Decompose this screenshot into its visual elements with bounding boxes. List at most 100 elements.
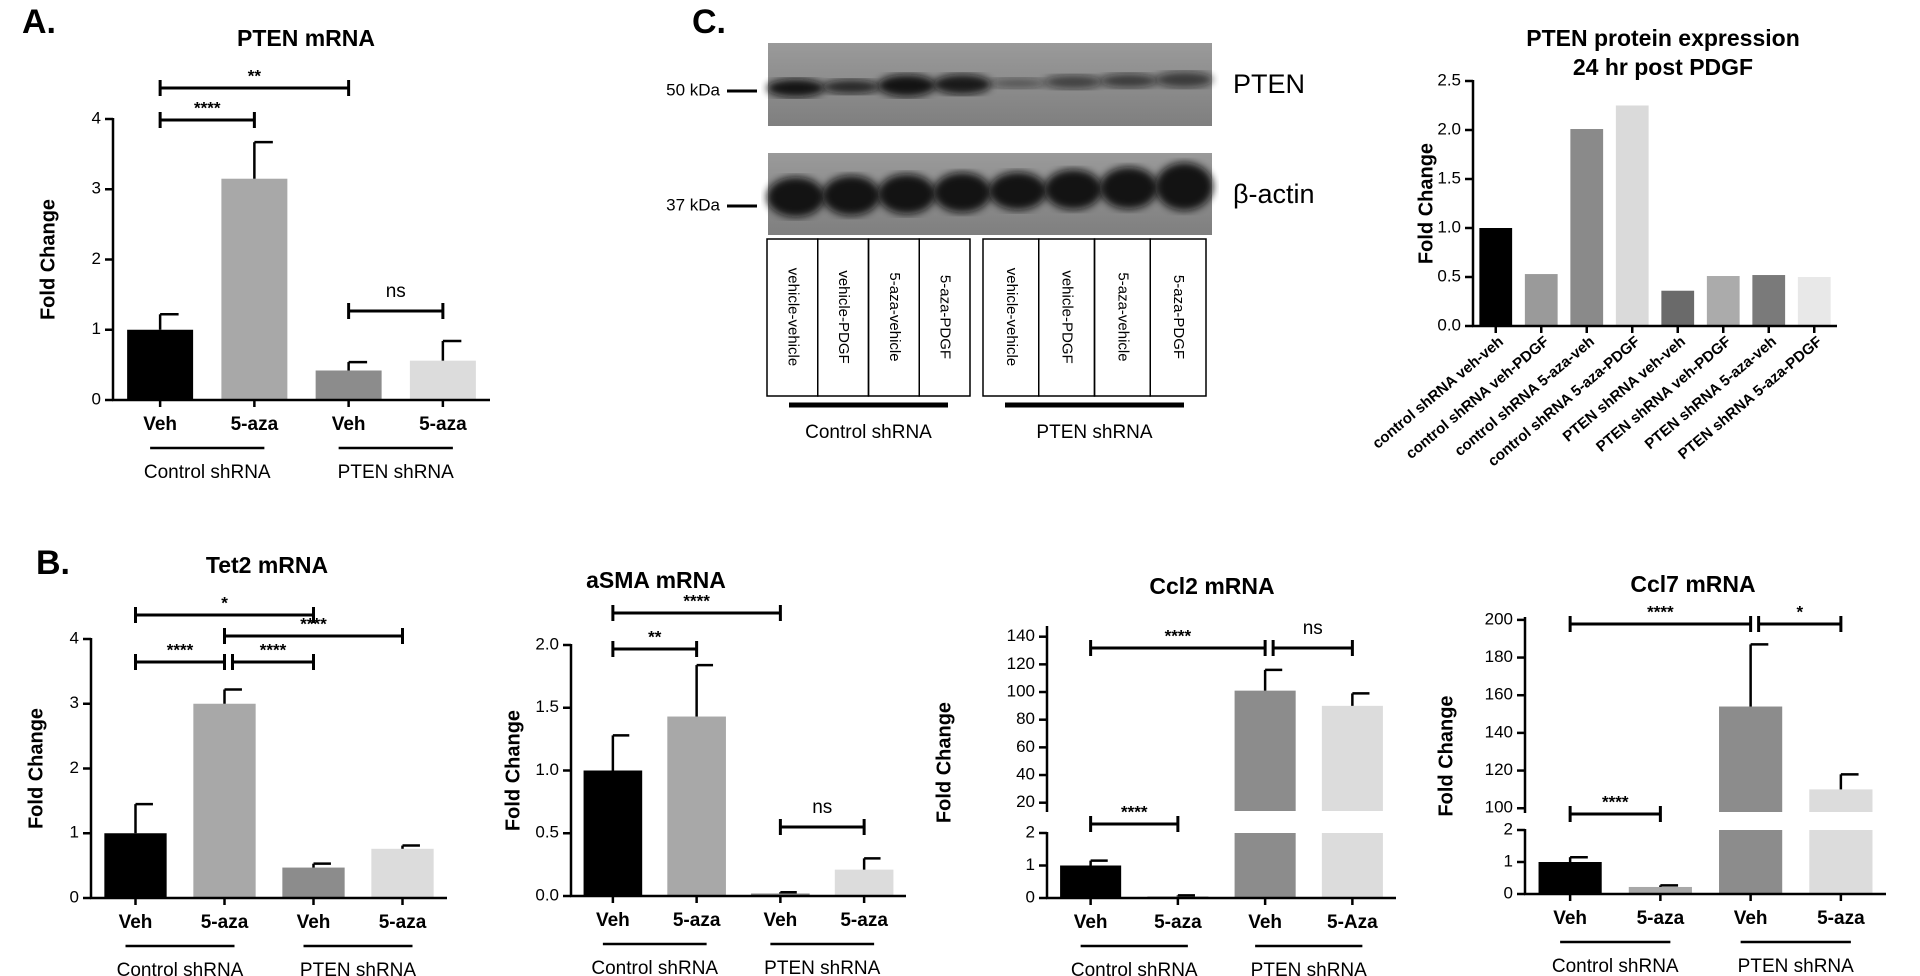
x-tick-label: Veh — [1734, 908, 1768, 929]
significance-label: ns — [812, 797, 832, 818]
y-axis-label: Fold Change — [25, 708, 47, 829]
y-tick-label: 3 — [70, 693, 79, 712]
y-tick-label: 1 — [70, 823, 79, 842]
y-axis-label: Fold Change — [933, 702, 955, 823]
y-tick-label: 120 — [1007, 654, 1035, 673]
significance-label: **** — [683, 591, 710, 610]
x-tick-label: 5-aza — [231, 414, 279, 435]
y-axis-label: Fold Change — [37, 199, 59, 320]
protein-label: PTEN — [1233, 69, 1305, 99]
panel-label: A. — [22, 3, 56, 41]
group-label: PTEN shRNA — [1251, 960, 1367, 976]
y-tick-label: 0.0 — [535, 885, 559, 904]
y-tick-label: 100 — [1485, 798, 1513, 817]
lane-label: 5-aza-PDGF — [937, 275, 954, 359]
y-tick-label: 1.5 — [535, 697, 559, 716]
y-tick-label: 200 — [1485, 609, 1513, 628]
blot-band — [988, 78, 1047, 89]
group-label: PTEN shRNA — [300, 960, 416, 976]
y-tick-label: 80 — [1016, 709, 1035, 728]
y-tick-label: 2 — [1026, 822, 1035, 841]
x-tick-label: Veh — [332, 414, 366, 435]
bar — [1234, 690, 1296, 811]
bar — [1524, 274, 1558, 326]
y-axis-label: Fold Change — [502, 710, 524, 831]
significance-label: ** — [248, 66, 262, 85]
lane-box — [918, 238, 971, 397]
y-tick-label: 160 — [1485, 685, 1513, 704]
bar — [371, 848, 434, 898]
bar — [1628, 886, 1692, 894]
blot-band — [877, 174, 936, 214]
group-label: PTEN shRNA — [338, 462, 454, 483]
blot-band — [933, 172, 992, 213]
y-tick-label: 120 — [1485, 760, 1513, 779]
blot-band — [933, 74, 992, 95]
chart-title: PTEN protein expression — [1526, 25, 1800, 51]
chart-title: Ccl2 mRNA — [1149, 573, 1274, 599]
y-tick-label: 0.0 — [1437, 315, 1461, 334]
y-axis-label: Fold Change — [1435, 695, 1457, 816]
bar — [1234, 833, 1296, 898]
y-tick-label: 4 — [70, 628, 79, 647]
bar — [1570, 129, 1604, 326]
y-tick-label: 2 — [1504, 819, 1513, 838]
blot-band — [1155, 71, 1214, 88]
bar — [1809, 830, 1873, 894]
group-label: PTEN shRNA — [764, 958, 880, 976]
x-tick-label: 5-aza — [201, 912, 249, 933]
y-tick-label: 0 — [1026, 887, 1035, 906]
blot-band — [1099, 167, 1158, 209]
lane-label: vehicle-vehicle — [784, 268, 801, 366]
significance-label: **** — [1165, 626, 1192, 645]
y-tick-label: 100 — [1007, 682, 1035, 701]
group-label: Control shRNA — [117, 960, 244, 976]
marker-label: 37 kDa — [666, 195, 720, 214]
significance-label: **** — [1121, 802, 1148, 821]
group-label: Control shRNA — [1071, 960, 1198, 976]
x-tick-label: 5-Aza — [1327, 912, 1378, 933]
y-tick-label: 0.5 — [1437, 266, 1461, 285]
y-tick-label: 1.5 — [1437, 168, 1461, 187]
blot-band — [766, 177, 825, 217]
group-label: PTEN shRNA — [1036, 422, 1152, 443]
y-tick-label: 2.5 — [1437, 70, 1461, 89]
x-tick-label: 5-aza — [1154, 912, 1202, 933]
x-tick-label: 5-aza — [1637, 908, 1685, 929]
significance-label: * — [1796, 602, 1803, 621]
y-tick-label: 1 — [1026, 855, 1035, 874]
y-tick-label: 140 — [1007, 626, 1035, 645]
significance-label: **** — [300, 614, 327, 633]
significance-label: ** — [648, 627, 662, 646]
bar — [315, 370, 382, 400]
bar — [667, 716, 726, 896]
blot-band — [822, 175, 881, 216]
significance-label: * — [221, 593, 228, 612]
lane-label: vehicle-vehicle — [1003, 268, 1020, 366]
lane-label: vehicle-PDGF — [1059, 270, 1076, 363]
y-axis-label: Fold Change — [1415, 143, 1437, 264]
y-tick-label: 0 — [70, 887, 79, 906]
y-tick-label: 180 — [1485, 647, 1513, 666]
x-tick-label: Veh — [596, 910, 630, 931]
bar — [1479, 228, 1513, 326]
x-tick-label: Veh — [763, 910, 797, 931]
bar — [1321, 705, 1383, 811]
x-tick-label: 5-aza — [419, 414, 467, 435]
significance-label: **** — [1647, 602, 1674, 621]
bar — [221, 178, 288, 400]
x-tick-label: 5-aza — [379, 912, 427, 933]
bar — [1719, 706, 1783, 812]
group-label: Control shRNA — [591, 958, 718, 976]
group-label: Control shRNA — [1552, 956, 1679, 976]
panel-label: B. — [36, 544, 70, 582]
lane-label: 5-aza-PDGF — [1170, 275, 1187, 359]
panel-label: C. — [692, 3, 726, 41]
bar — [1321, 833, 1383, 898]
group-label: PTEN shRNA — [1738, 956, 1854, 976]
bar — [1060, 865, 1122, 898]
bar — [1615, 105, 1649, 326]
significance-label: **** — [194, 98, 221, 117]
bar — [834, 869, 894, 896]
